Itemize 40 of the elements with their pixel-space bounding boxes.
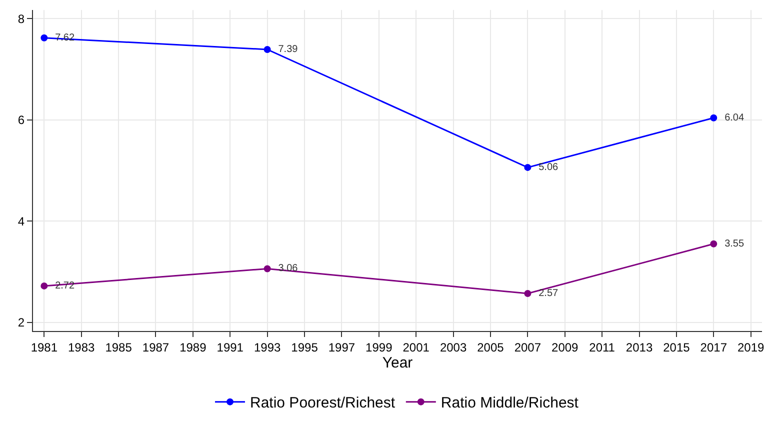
- x-tick-label: 1987: [142, 340, 170, 354]
- point: [40, 282, 48, 290]
- x-tick-label: 2007: [514, 340, 542, 354]
- x-tick-label: 2011: [589, 340, 616, 354]
- data-label: 2.57: [533, 288, 559, 300]
- x-tick-label: 1983: [68, 340, 96, 354]
- x-tick-label: 1985: [105, 340, 132, 354]
- point: [524, 164, 532, 171]
- point: [710, 114, 718, 122]
- y-tick-label: 6: [18, 113, 25, 128]
- data-label: 3.55: [719, 238, 744, 250]
- point: [264, 46, 271, 53]
- x-tick-label: 1993: [254, 340, 281, 354]
- x-tick-label: 2005: [477, 340, 504, 354]
- point: [40, 34, 48, 42]
- y-tick-label: 4: [18, 214, 25, 228]
- x-tick-label: 2013: [626, 340, 653, 354]
- x-tick-label: 1989: [180, 340, 207, 354]
- x-tick-label: 2009: [552, 340, 579, 354]
- point: [710, 240, 718, 248]
- x-tick-label: 2015: [663, 340, 690, 354]
- y-tick-label: 2: [18, 316, 25, 330]
- x-tick-label: 1997: [328, 340, 356, 354]
- x-tick-label: 1995: [291, 340, 318, 354]
- x-tick-label: 1991: [216, 340, 244, 354]
- data-label: 6.04: [719, 112, 744, 124]
- legend-label: Ratio Poorest/Richest: [250, 394, 396, 412]
- y-tick-label: 8: [18, 12, 25, 26]
- x-tick-label: 2003: [440, 340, 467, 354]
- x-tick-label: 2019: [737, 340, 765, 354]
- point: [524, 290, 532, 298]
- x-tick-label: 1999: [366, 340, 393, 354]
- data-label: 7.39: [272, 44, 298, 55]
- x-axis-title: Year: [382, 354, 413, 372]
- data-label: 5.06: [533, 162, 559, 173]
- legend-label: Ratio Middle/Richest: [440, 394, 580, 412]
- x-tick-label: 2001: [402, 340, 430, 354]
- x-tick-label: 2017: [700, 340, 728, 354]
- point: [264, 265, 271, 272]
- x-tick-label: 1981: [30, 340, 58, 354]
